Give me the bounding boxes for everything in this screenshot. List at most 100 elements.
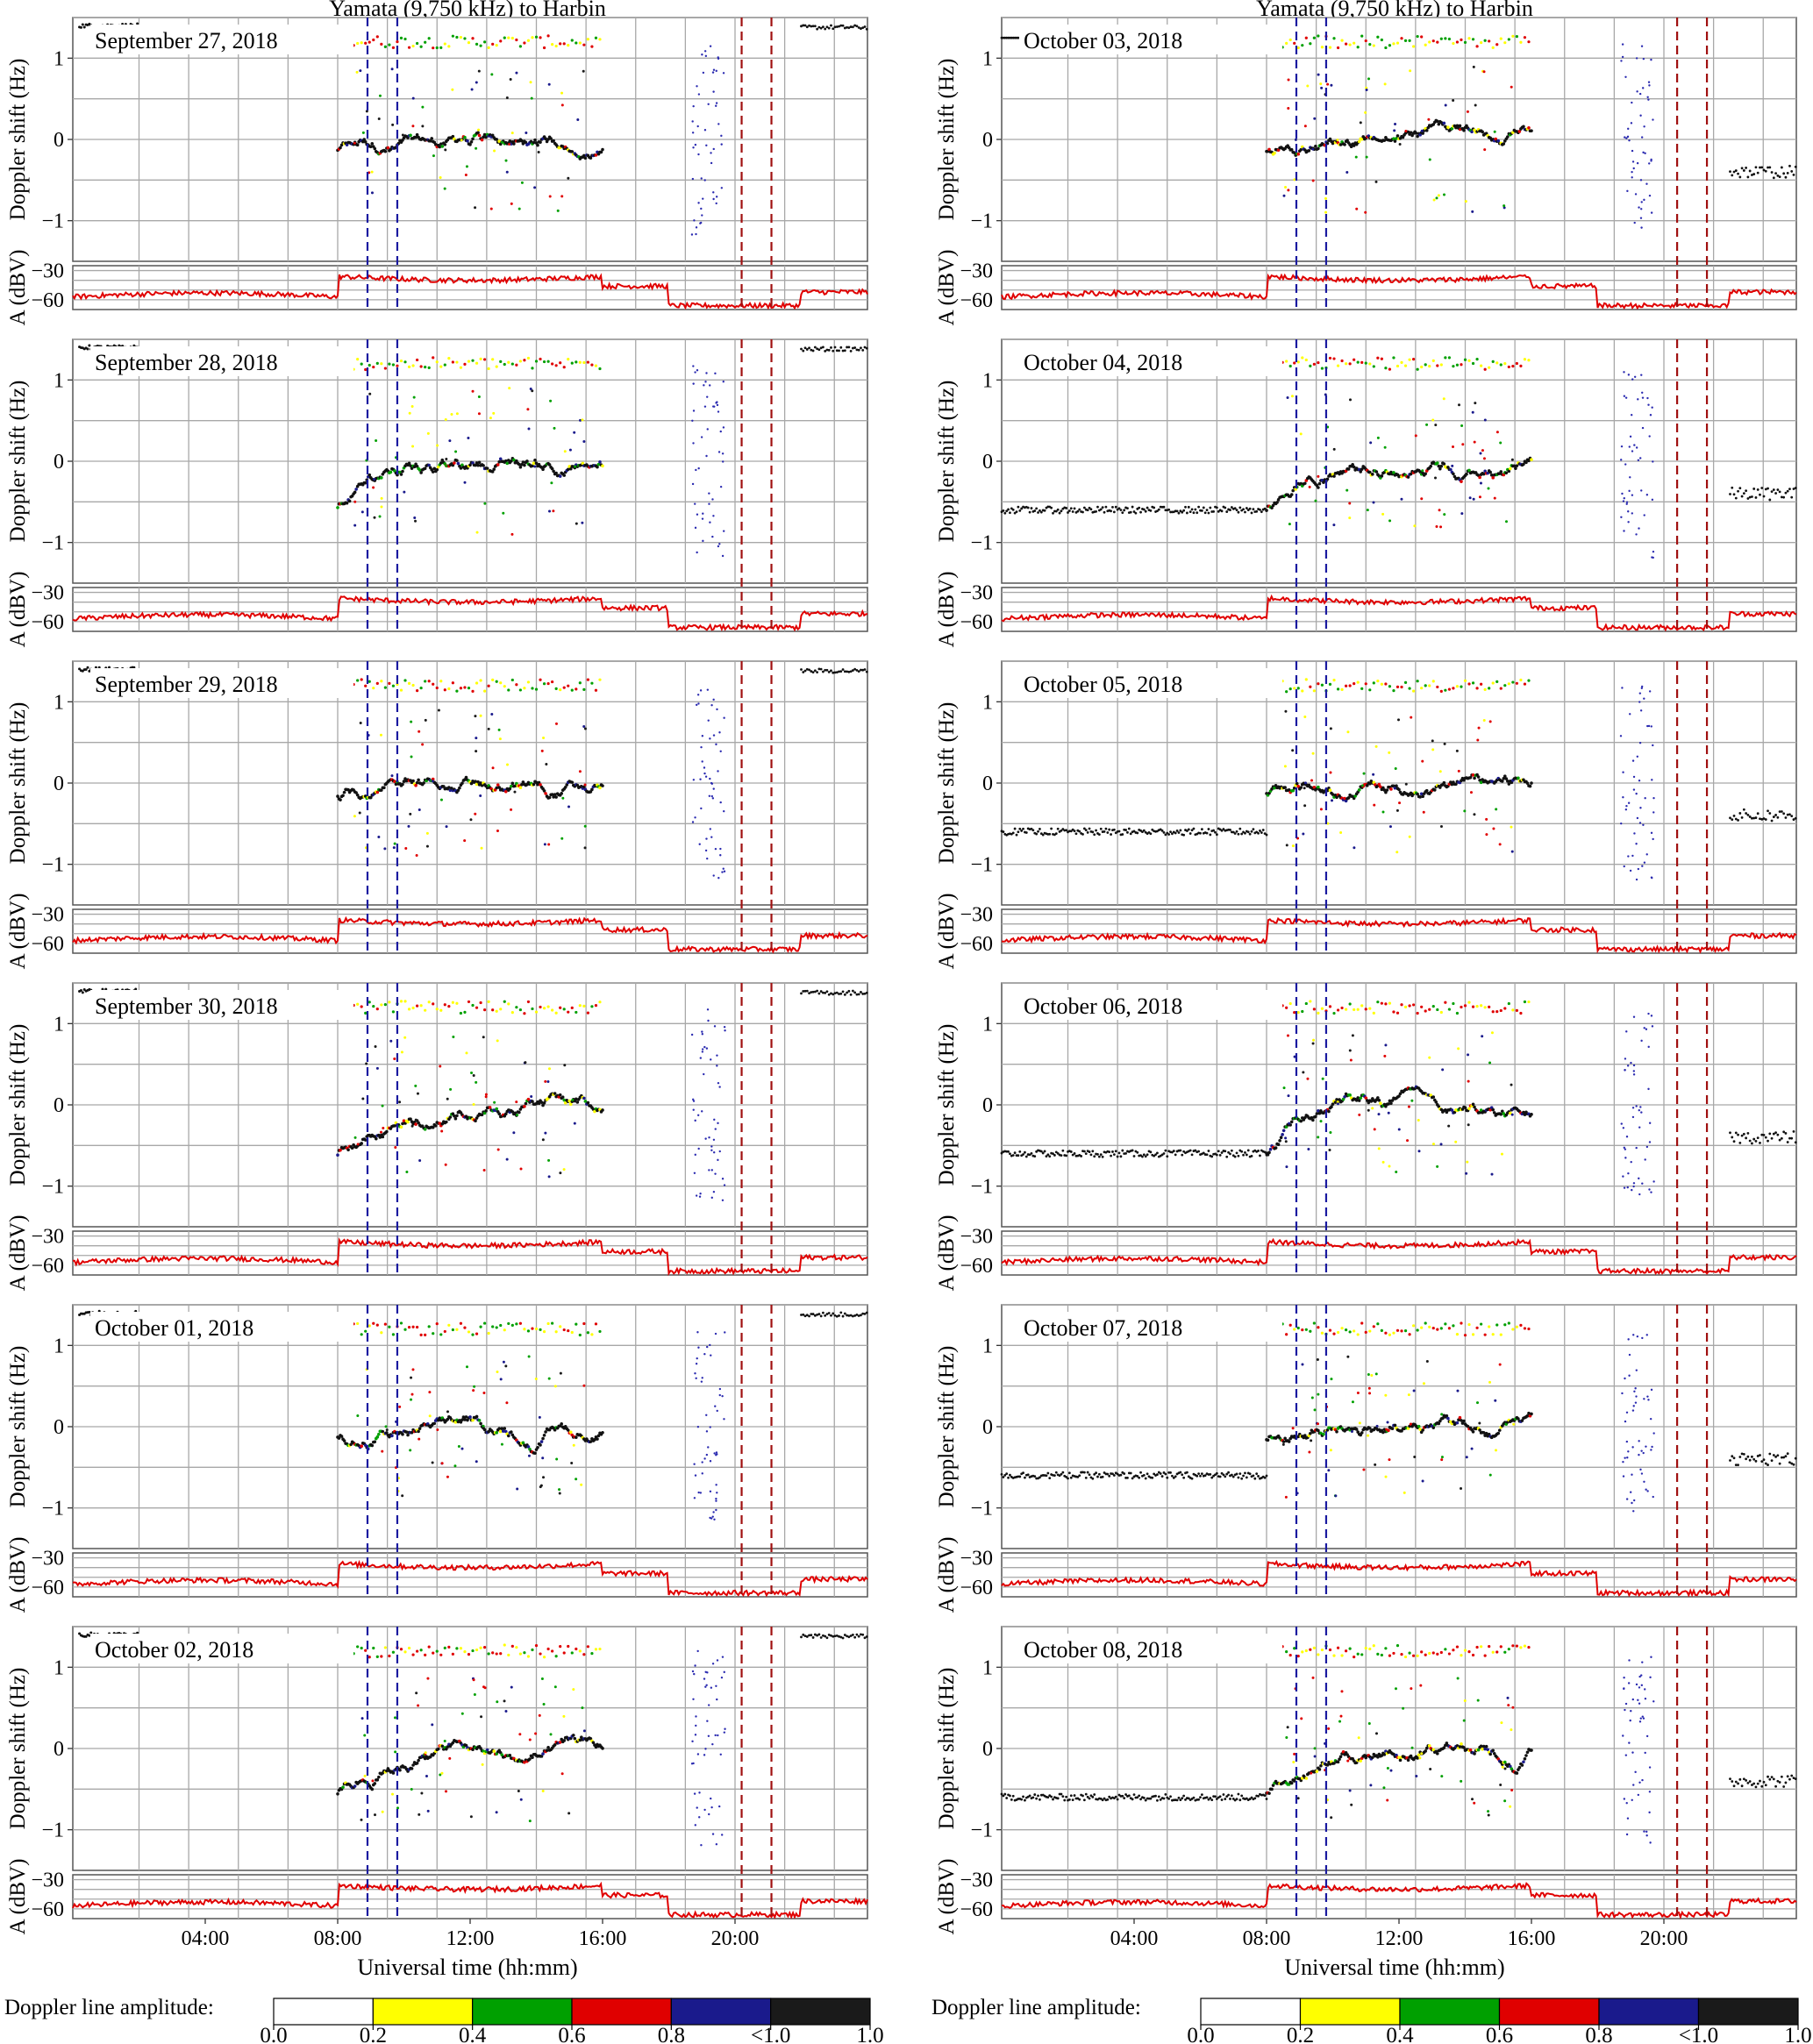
doppler-point xyxy=(1287,189,1290,192)
doppler-point xyxy=(463,1650,467,1654)
doppler-point xyxy=(510,1323,514,1327)
doppler-point xyxy=(1244,510,1246,514)
doppler-point xyxy=(582,1004,586,1008)
doppler-point xyxy=(403,1650,407,1654)
doppler-point xyxy=(1495,361,1499,365)
doppler-point xyxy=(1380,38,1383,42)
doppler-point xyxy=(1764,169,1767,173)
doppler-point xyxy=(846,991,848,994)
doppler-point xyxy=(1205,509,1209,512)
doppler-point xyxy=(1427,118,1431,121)
doppler-point xyxy=(692,104,695,108)
date-label-background xyxy=(90,1312,353,1342)
doppler-point xyxy=(853,346,857,349)
doppler-point xyxy=(582,725,586,729)
doppler-point xyxy=(472,1678,475,1682)
doppler-point xyxy=(552,139,555,143)
doppler-point xyxy=(1619,735,1623,737)
doppler-point xyxy=(451,360,454,364)
doppler-point xyxy=(523,1651,526,1655)
doppler-point xyxy=(709,1490,712,1493)
doppler-point xyxy=(1754,166,1758,169)
doppler-point xyxy=(1507,682,1510,686)
doppler-point xyxy=(709,1460,712,1463)
doppler-point xyxy=(568,448,572,452)
doppler-point xyxy=(855,348,859,352)
doppler-point xyxy=(1527,359,1531,362)
doppler-point xyxy=(1644,152,1646,154)
doppler-point xyxy=(416,689,419,693)
doppler-point xyxy=(578,1738,582,1742)
doppler-point xyxy=(1639,114,1642,117)
doppler-point xyxy=(700,177,703,180)
doppler-point xyxy=(1320,683,1324,687)
doppler-point xyxy=(710,1196,713,1200)
doppler-point xyxy=(1302,832,1305,836)
doppler-point xyxy=(370,191,374,195)
doppler-point xyxy=(354,791,358,794)
doppler-point xyxy=(447,1323,451,1327)
doppler-point xyxy=(1460,424,1464,427)
doppler-point xyxy=(483,689,487,693)
doppler-point xyxy=(541,1103,545,1107)
doppler-point xyxy=(1093,833,1096,837)
doppler-point xyxy=(1651,779,1653,781)
doppler-point xyxy=(712,734,716,737)
doppler-point xyxy=(1452,472,1455,476)
doppler-point xyxy=(1494,137,1498,141)
doppler-point xyxy=(1638,742,1642,744)
doppler-point xyxy=(368,1324,371,1328)
doppler-point xyxy=(838,1634,840,1638)
doppler-point xyxy=(558,474,562,478)
doppler-point xyxy=(1452,365,1455,368)
doppler-point xyxy=(566,1428,570,1432)
doppler-point xyxy=(813,345,817,349)
doppler-point xyxy=(715,196,718,198)
doppler-point xyxy=(453,461,456,465)
doppler-point xyxy=(528,1738,532,1741)
doppler-point xyxy=(1282,194,1286,197)
doppler-point xyxy=(811,25,815,28)
doppler-point xyxy=(865,991,868,994)
doppler-point xyxy=(1729,816,1731,820)
doppler-point xyxy=(570,1462,574,1465)
doppler-point xyxy=(1240,832,1244,836)
doppler-point xyxy=(1360,34,1364,38)
doppler-point xyxy=(1188,832,1192,835)
doppler-point xyxy=(1443,513,1446,516)
doppler-point xyxy=(700,745,703,749)
doppler-point xyxy=(1625,137,1628,139)
doppler-point xyxy=(1439,363,1443,367)
doppler-point xyxy=(455,689,459,693)
doppler-point xyxy=(432,1332,435,1335)
doppler-point xyxy=(1312,362,1316,366)
doppler-point xyxy=(361,131,365,134)
doppler-point xyxy=(1081,510,1084,514)
doppler-point xyxy=(1383,82,1387,86)
doppler-point xyxy=(468,463,472,467)
doppler-point xyxy=(1345,171,1349,174)
doppler-point xyxy=(1627,374,1631,376)
doppler-point xyxy=(1641,396,1645,399)
doppler-point xyxy=(1385,788,1389,792)
doppler-point xyxy=(703,129,707,132)
doppler-point xyxy=(1517,130,1522,133)
doppler-point xyxy=(523,687,526,690)
doppler-point xyxy=(1314,499,1317,502)
doppler-point xyxy=(832,671,835,674)
doppler-point xyxy=(375,1066,379,1070)
doppler-point xyxy=(1388,519,1392,523)
doppler-point xyxy=(477,395,481,398)
doppler-point xyxy=(1182,833,1186,837)
doppler-point xyxy=(542,737,546,740)
doppler-point xyxy=(715,202,717,205)
doppler-point xyxy=(439,1773,442,1777)
doppler-point xyxy=(467,1000,471,1004)
doppler-point xyxy=(499,681,503,685)
doppler-point xyxy=(1348,398,1352,402)
doppler-point xyxy=(590,681,594,685)
doppler-point xyxy=(436,1747,440,1751)
doppler-point xyxy=(1737,172,1739,175)
